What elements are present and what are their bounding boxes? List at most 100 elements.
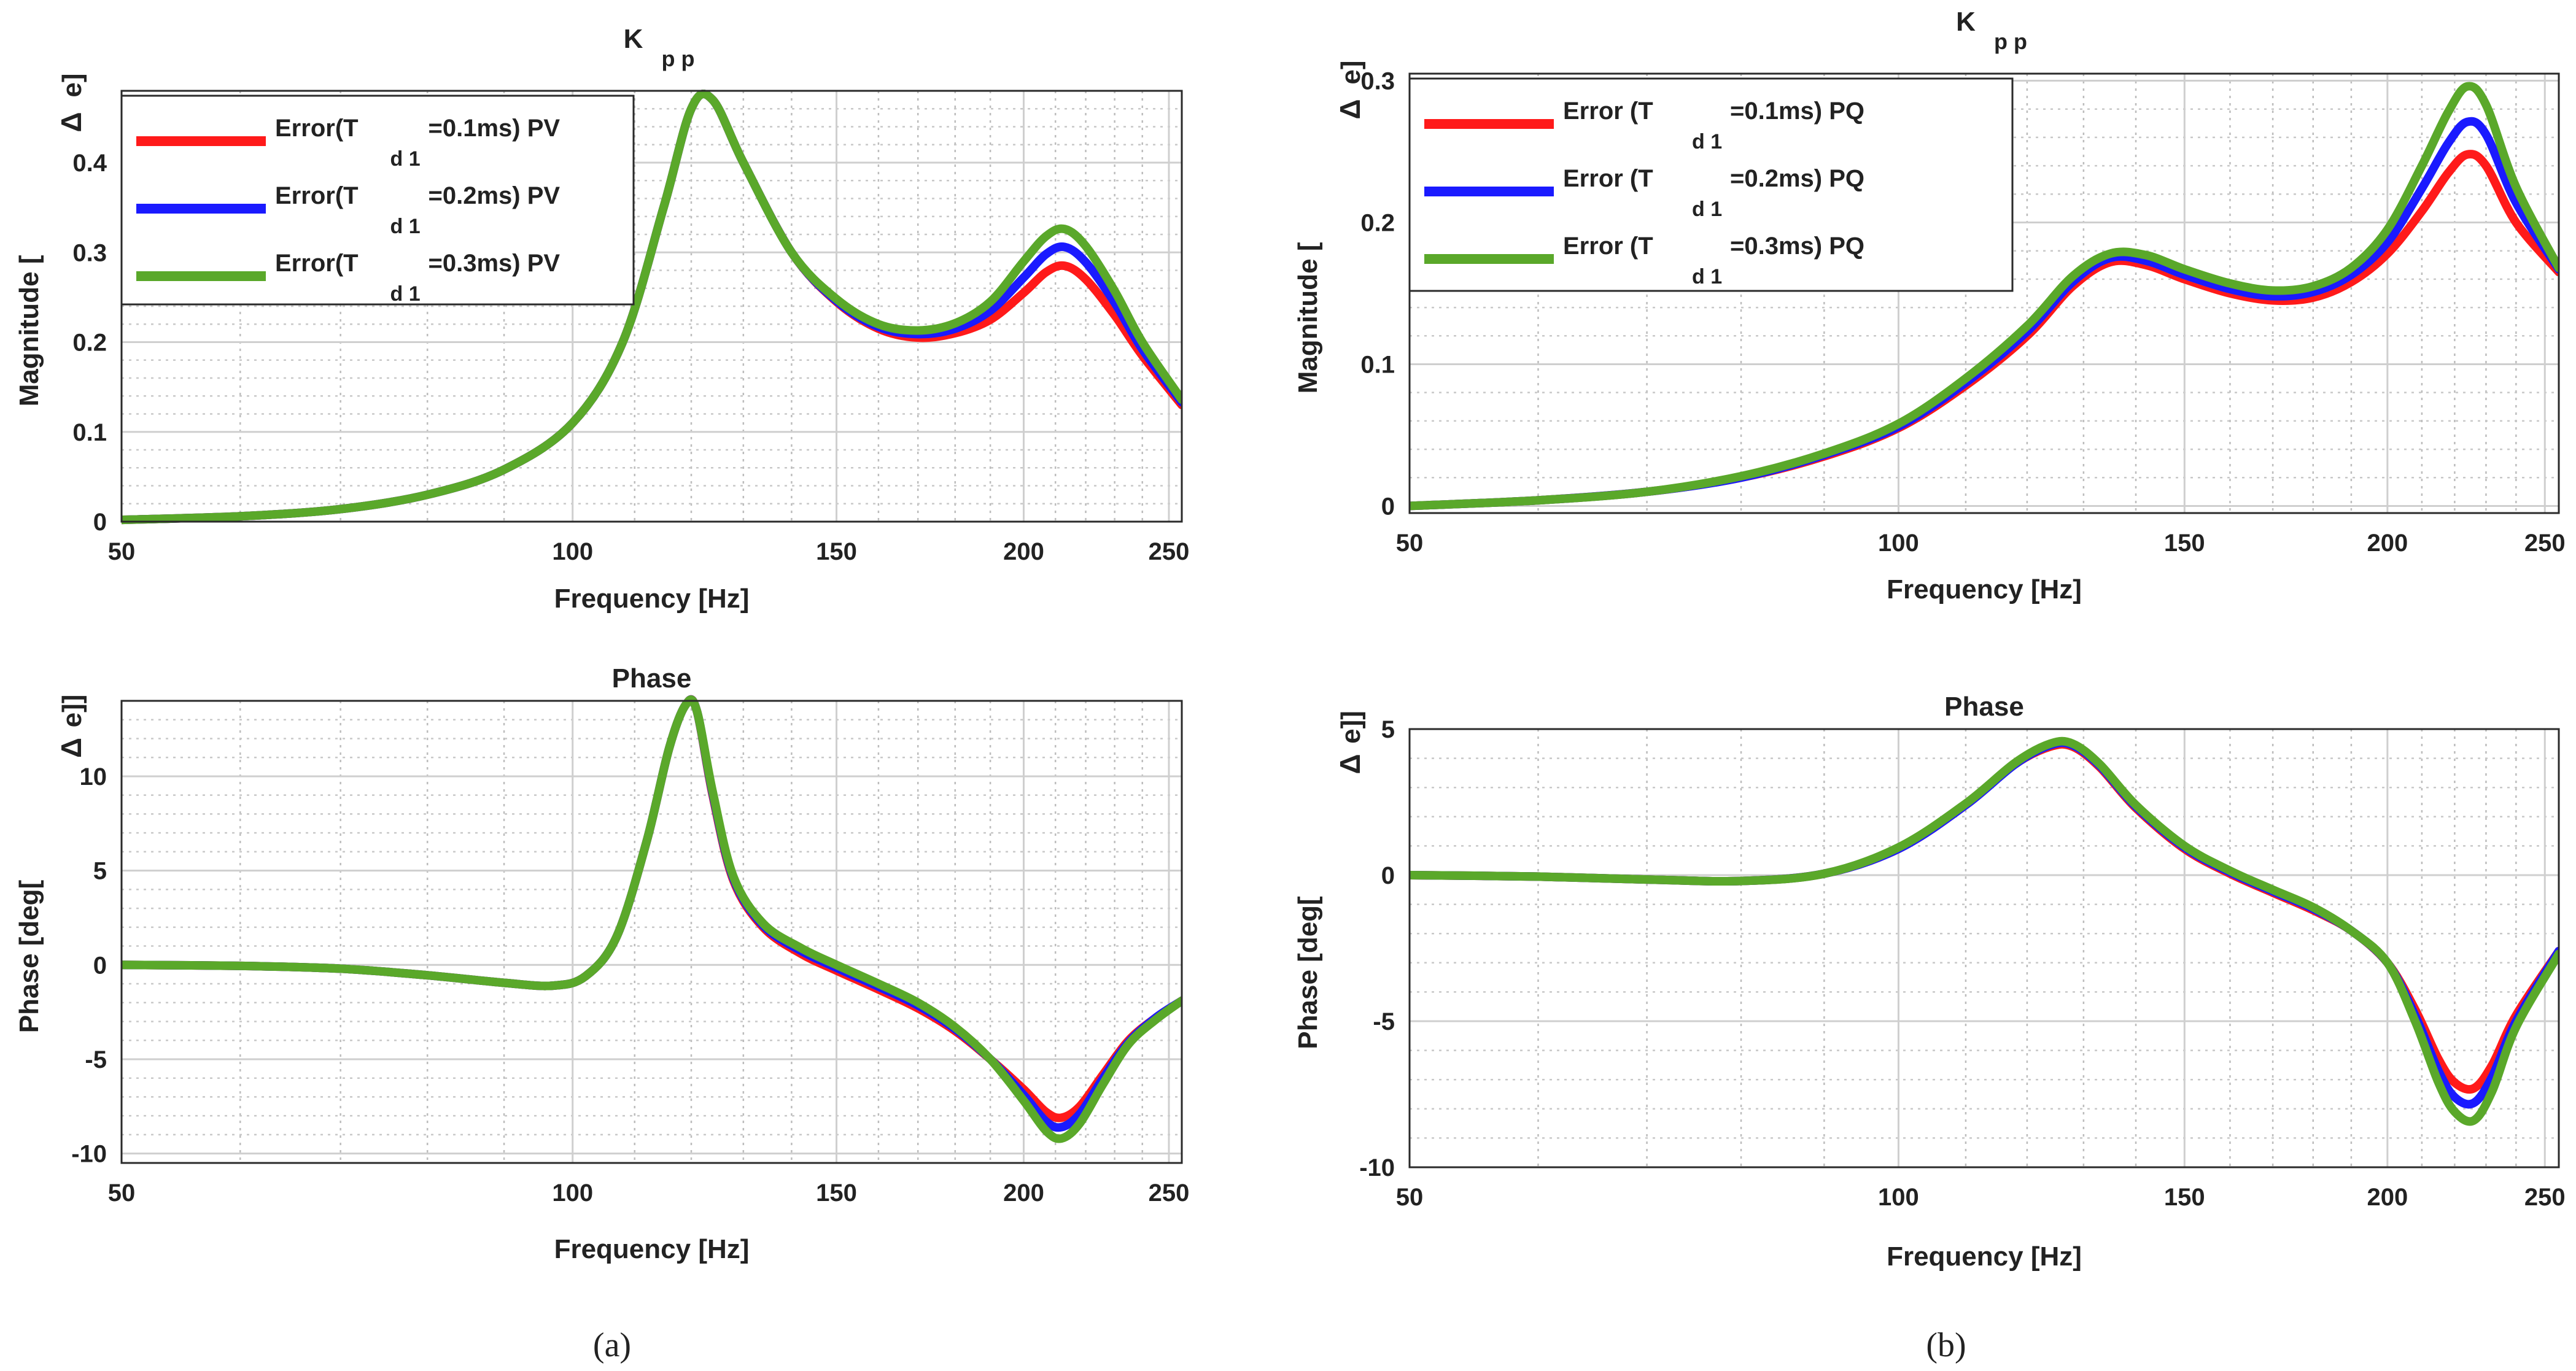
legend-box: [120, 95, 635, 306]
legend-label-2: Error(T: [275, 182, 359, 209]
y-tick-label: 5: [93, 858, 107, 885]
legend-label-1: Error(T: [275, 115, 359, 142]
x-tick-label: 100: [1878, 530, 1919, 557]
legend-label-suffix: =0.3ms) PV: [429, 250, 561, 277]
chart-title-subscript: p p: [1994, 29, 2027, 54]
legend-label-suffix: =0.1ms) PV: [429, 115, 561, 142]
legend-label-suffix: =0.2ms) PV: [429, 182, 561, 209]
y-axis-label: Phase [deg[ Δe]]: [14, 695, 87, 1033]
legend-label-subscript: d 1: [1692, 198, 1722, 221]
chart-title: Phase: [1944, 692, 2024, 722]
chart-title: K: [624, 24, 643, 54]
y-axis-label-main: Magnitude [: [14, 255, 44, 406]
x-tick-label: 150: [2164, 530, 2205, 557]
series-line-3: [122, 695, 1182, 1143]
y-tick-label: 0.2: [1360, 210, 1395, 237]
x-tick-label: 50: [1396, 1184, 1424, 1211]
x-axis-label: Frequency [Hz]: [1887, 574, 2082, 604]
plot-frame: [120, 700, 1183, 1164]
x-tick-label: 250: [1149, 1180, 1190, 1207]
y-axis-label-main: Phase [deg[: [14, 879, 44, 1033]
x-axis-label: Frequency [Hz]: [1887, 1242, 2082, 1272]
x-axis-label: Frequency [Hz]: [554, 584, 750, 614]
y-tick-label: 0.4: [72, 150, 107, 177]
y-tick-label: 0: [1381, 493, 1395, 520]
x-tick-label: 100: [552, 1180, 593, 1207]
x-tick-label: 50: [108, 538, 136, 565]
panel-a-magnitude-chart: 50 100 150 200 250 0 0.1 0.2 0.3 0.4 Frequency [Hz…: [14, 24, 1189, 614]
series-line-3: [1410, 736, 2559, 1126]
x-tick-label: 50: [108, 1180, 136, 1207]
y-axis-label-delta: Δ: [55, 738, 87, 758]
legend: Error (T d 1 =0.1ms) PQ Error (T d 1 =0.2ms) …: [1408, 77, 2014, 292]
x-tick-label: 150: [2164, 1184, 2205, 1211]
x-tick-label: 250: [2524, 1184, 2566, 1211]
x-tick-label: 100: [552, 538, 593, 565]
y-tick-label: 0: [93, 952, 107, 979]
x-tick-label: 200: [2367, 1184, 2408, 1211]
y-tick-label: 0.3: [1360, 68, 1395, 95]
legend: Error(T d 1 =0.1ms) PV Error(T d 1 =0.2ms) PV…: [120, 95, 635, 306]
legend-label-subscript: d 1: [1692, 265, 1722, 288]
x-tick-label: 200: [1003, 1180, 1044, 1207]
legend-label-subscript: d 1: [390, 282, 421, 306]
y-axis-label-main: Magnitude [: [1293, 242, 1323, 393]
legend-label-suffix: =0.3ms) PQ: [1730, 233, 1864, 260]
y-tick-label: -5: [1373, 1008, 1395, 1035]
x-tick-label: 200: [1003, 538, 1044, 565]
series-line-3: [122, 90, 1182, 525]
chart-title: K: [1956, 7, 1976, 37]
x-tick-label: 250: [1149, 538, 1190, 565]
y-tick-label: 0: [93, 509, 107, 536]
legend-label-3: Error (T: [1563, 233, 1653, 260]
plot-frame: [1408, 728, 2560, 1168]
x-tick-label: 100: [1878, 1184, 1919, 1211]
panel-a-phase-chart: 50 100 150 200 250 -10 -5 0 5 10 Frequency [Hz] Pha…: [14, 663, 1189, 1264]
y-axis-label-delta: Δ: [1334, 754, 1366, 774]
y-axis-label-tail: e]: [1336, 60, 1366, 84]
chart-title: Phase: [612, 663, 692, 693]
x-tick-label: 250: [2524, 530, 2566, 557]
legend-label-1: Error (T: [1563, 98, 1653, 125]
y-axis-label-delta: Δ: [55, 112, 87, 132]
y-axis-label-main: Phase [deg[: [1293, 896, 1323, 1049]
series-line-3: [1410, 82, 2559, 511]
plot-frame: [120, 90, 1183, 523]
legend-label-subscript: d 1: [390, 147, 421, 171]
caption-a: (a): [593, 1326, 631, 1364]
y-tick-label: 0: [1381, 862, 1395, 889]
y-axis-label-tail: e]: [57, 73, 87, 97]
x-tick-label: 200: [2367, 530, 2408, 557]
y-tick-label: 0.2: [72, 330, 107, 357]
x-tick-label: 150: [816, 538, 857, 565]
plot-area: [122, 701, 1182, 1163]
y-axis-label-delta: Δ: [1334, 99, 1366, 119]
x-tick-label: 150: [816, 1180, 857, 1207]
panel-b-magnitude-chart: 50 100 150 200 250 0 0.1 0.2 0.3 Frequency [Hz] Ma…: [1293, 7, 2566, 604]
y-axis-label: Phase [deg[ Δe]]: [1293, 711, 1366, 1049]
x-tick-label: 50: [1396, 530, 1424, 557]
y-axis-label: Magnitude [ Δe]: [1293, 60, 1366, 393]
legend-label-suffix: =0.2ms) PQ: [1730, 165, 1864, 192]
legend-label-3: Error(T: [275, 250, 359, 277]
caption-b: (b): [1926, 1326, 1966, 1364]
y-tick-label: 0.1: [72, 419, 107, 446]
y-axis-label-tail: e]]: [57, 695, 87, 728]
legend-label-suffix: =0.1ms) PQ: [1730, 98, 1864, 125]
x-axis-label: Frequency [Hz]: [554, 1234, 750, 1264]
y-tick-label: 5: [1381, 716, 1395, 743]
y-tick-label: -5: [85, 1046, 107, 1073]
legend-label-subscript: d 1: [1692, 130, 1722, 153]
y-tick-label: 0.1: [1360, 351, 1395, 378]
panel-b-phase-chart: 50 100 150 200 250 -10 -5 0 5 Frequency [Hz] Phase…: [1293, 692, 2566, 1272]
chart-title-subscript: p p: [662, 46, 695, 71]
y-tick-label: 10: [80, 763, 107, 790]
y-axis-label-tail: e]]: [1336, 711, 1366, 744]
y-tick-label: -10: [71, 1141, 107, 1168]
y-tick-label: 0.3: [72, 239, 107, 266]
plot-frame: [1408, 72, 2560, 514]
legend-label-2: Error (T: [1563, 165, 1653, 192]
y-tick-label: -10: [1359, 1154, 1395, 1181]
y-axis-label: Magnitude [ Δe]: [14, 73, 87, 406]
